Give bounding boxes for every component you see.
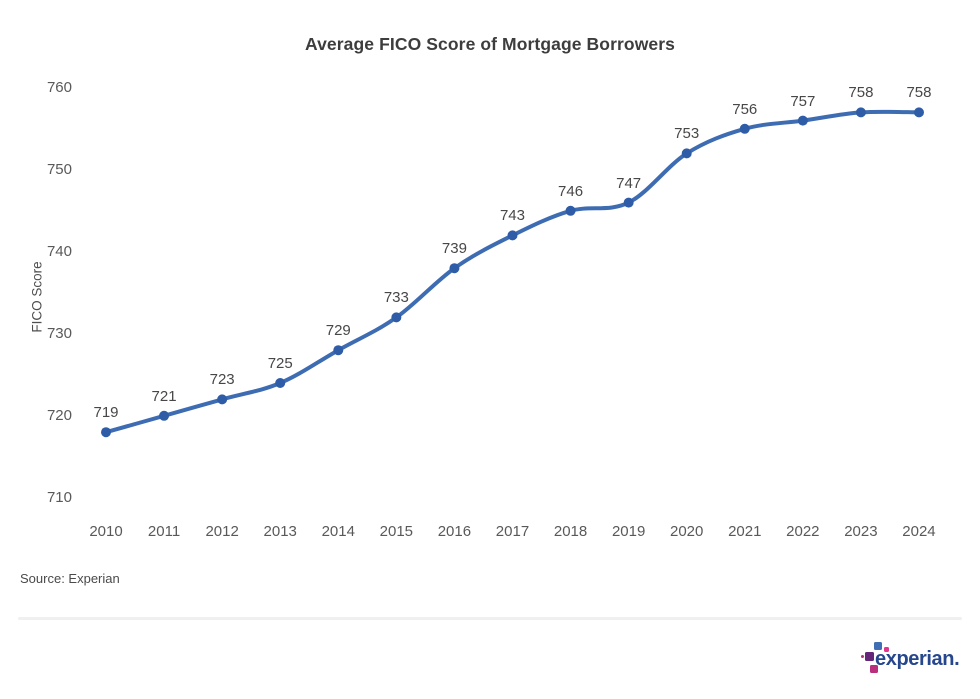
footer-divider <box>18 617 962 620</box>
x-tick-2018: 2018 <box>553 523 588 540</box>
logo-magenta-square-icon <box>870 665 878 673</box>
data-point-2012 <box>217 394 228 405</box>
x-tick-2024: 2024 <box>902 523 936 540</box>
data-label-2022: 757 <box>790 92 816 110</box>
y-tick-730: 730 <box>46 325 72 342</box>
logo-pink-dot-icon <box>884 647 889 652</box>
x-tick-2012: 2012 <box>205 523 239 540</box>
data-point-2022 <box>797 115 808 126</box>
x-tick-2014: 2014 <box>321 523 355 540</box>
data-label-2016: 739 <box>441 240 467 258</box>
data-point-2024 <box>913 107 924 118</box>
data-label-2018: 746 <box>558 182 584 200</box>
data-label-2017: 743 <box>499 207 525 225</box>
x-tick-2013: 2013 <box>263 523 297 540</box>
data-point-2013 <box>275 378 286 388</box>
data-label-2012: 723 <box>209 371 235 389</box>
x-tick-2020: 2020 <box>670 523 704 540</box>
data-label-2024: 758 <box>906 84 932 102</box>
data-label-2013: 725 <box>267 355 293 372</box>
data-label-2021: 756 <box>732 100 758 118</box>
data-point-2017 <box>507 230 518 241</box>
data-label-2010: 719 <box>93 404 119 422</box>
x-tick-2022: 2022 <box>786 523 820 540</box>
data-point-2021 <box>739 123 750 134</box>
data-point-2018 <box>565 205 576 216</box>
x-tick-2021: 2021 <box>728 523 762 540</box>
experian-logo-text: experian. <box>875 648 960 670</box>
chart-title: Average FICO Score of Mortgage Borrowers <box>305 34 675 54</box>
data-point-2020 <box>681 148 692 159</box>
y-tick-710: 710 <box>46 489 72 506</box>
y-tick-720: 720 <box>46 407 72 424</box>
x-tick-2019: 2019 <box>611 523 646 540</box>
logo-tiny-dot-icon <box>861 655 864 658</box>
source-note: Source: Experian <box>20 571 120 586</box>
x-tick-2023: 2023 <box>844 523 878 540</box>
x-tick-2016: 2016 <box>437 523 472 540</box>
line-plot <box>101 107 924 438</box>
x-tick-2010: 2010 <box>89 523 123 540</box>
data-point-2016 <box>449 263 460 274</box>
y-tick-760: 760 <box>46 79 72 96</box>
data-point-2019 <box>623 197 634 208</box>
data-label-2020: 753 <box>674 125 700 143</box>
logo-blue-square-icon <box>874 642 882 650</box>
data-label-2011: 721 <box>151 387 177 405</box>
data-label-2023: 758 <box>848 84 874 102</box>
data-label-2019: 747 <box>616 174 642 192</box>
x-tick-2015: 2015 <box>379 523 414 540</box>
data-point-2010 <box>101 427 111 438</box>
data-label-2015: 733 <box>383 289 409 307</box>
y-tick-750: 750 <box>46 161 72 178</box>
data-point-2011 <box>159 410 170 421</box>
data-point-2015 <box>391 312 402 323</box>
data-point-2014 <box>333 345 344 356</box>
x-tick-2017: 2017 <box>495 523 530 540</box>
experian-logo: experian. <box>858 638 968 680</box>
logo-purple-square-icon <box>865 652 874 661</box>
data-point-2023 <box>855 107 866 118</box>
y-tick-740: 740 <box>46 243 72 260</box>
data-label-2014: 729 <box>325 322 351 340</box>
x-tick-2011: 2011 <box>147 523 181 540</box>
